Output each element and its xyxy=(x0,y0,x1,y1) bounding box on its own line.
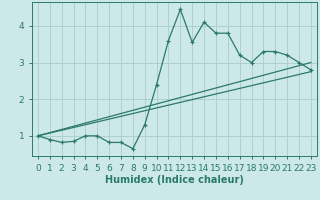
X-axis label: Humidex (Indice chaleur): Humidex (Indice chaleur) xyxy=(105,175,244,185)
